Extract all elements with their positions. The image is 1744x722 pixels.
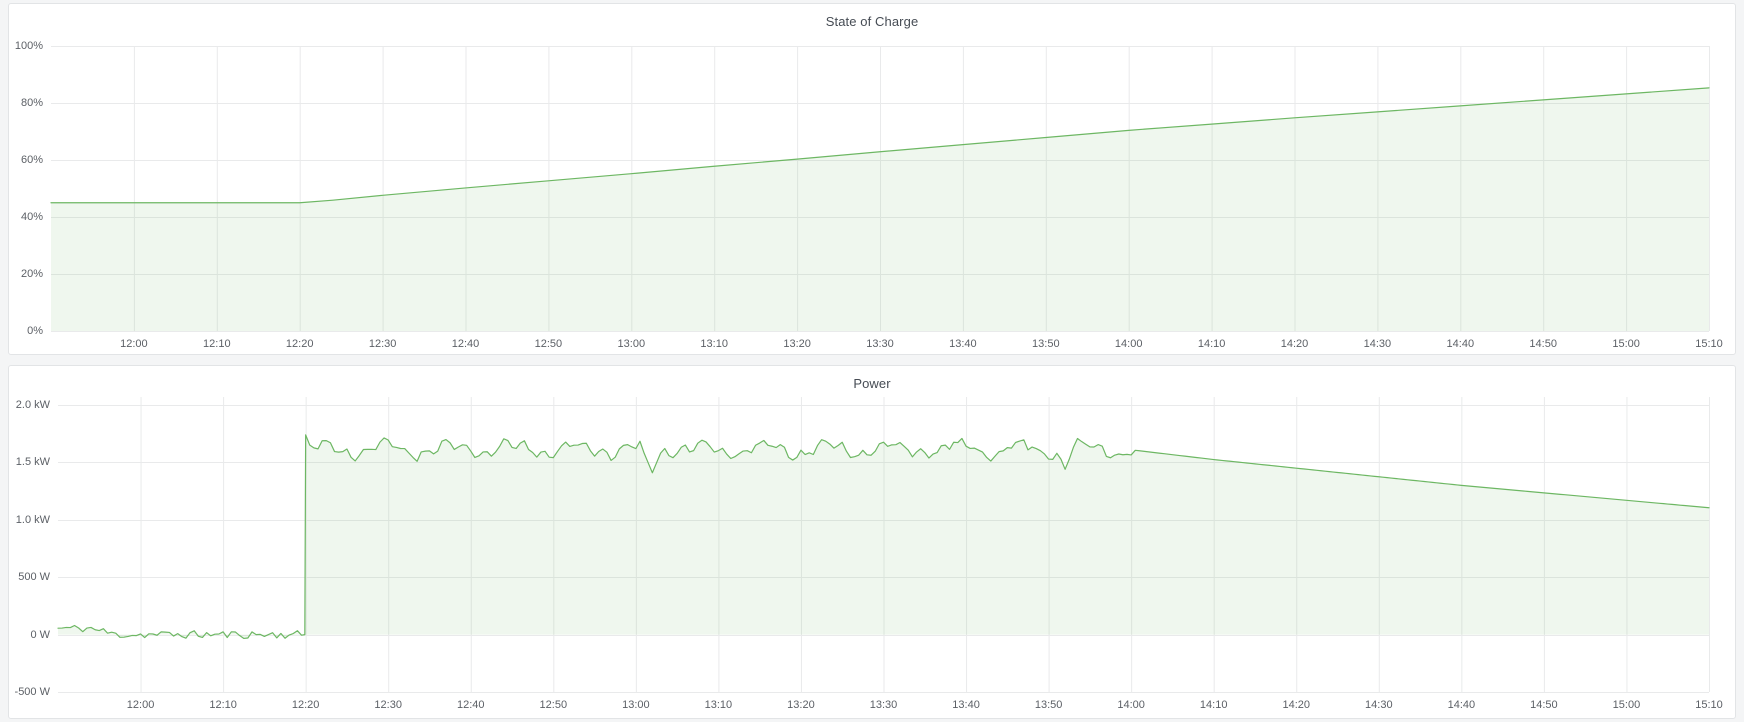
panel-title-power[interactable]: Power bbox=[853, 376, 891, 391]
power-series-line bbox=[57, 434, 1710, 640]
panel-title-state-of-charge[interactable]: State of Charge bbox=[825, 14, 919, 29]
grid-lines bbox=[58, 397, 1710, 693]
power-series-fill bbox=[58, 434, 1709, 639]
panel-state-of-charge: State of Charge 0% 20% 40% 60% 80% 100% 12:00 1… bbox=[8, 3, 1736, 355]
soc-series-fill bbox=[51, 87, 1709, 332]
soc-plot-area[interactable] bbox=[9, 4, 1737, 356]
soc-series-line bbox=[50, 87, 1710, 204]
power-plot-area[interactable] bbox=[9, 366, 1737, 720]
grid-lines bbox=[51, 46, 1710, 332]
